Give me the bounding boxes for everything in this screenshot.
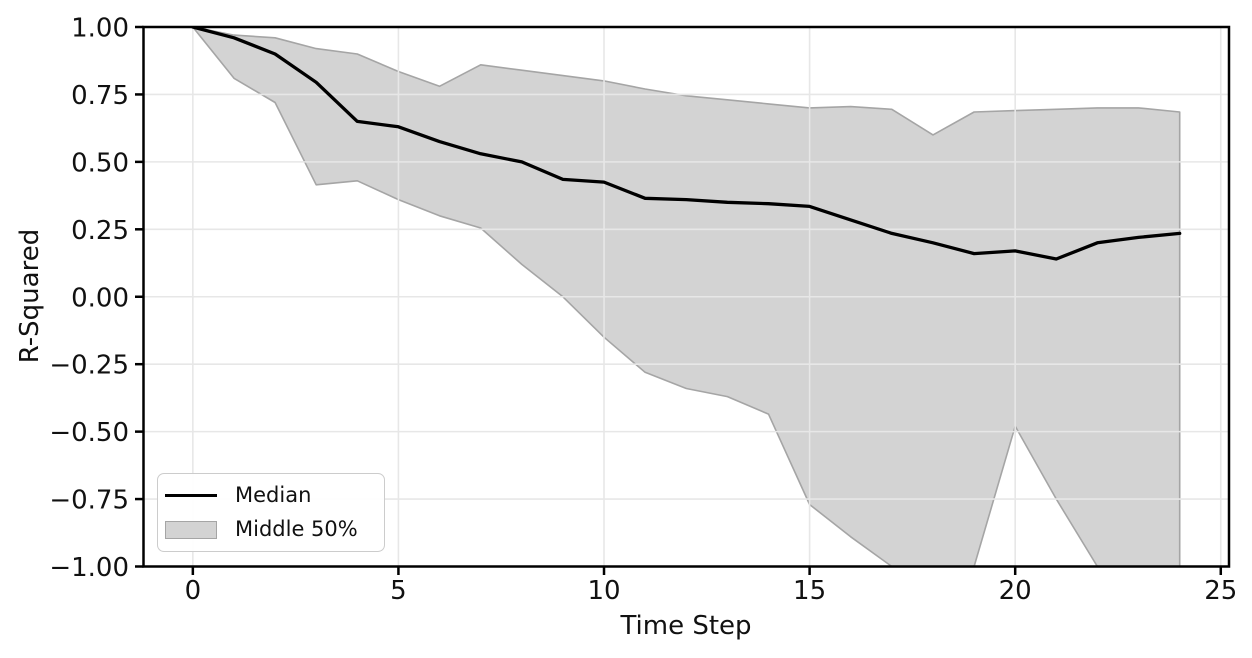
y-tick-label: 0.75 (71, 81, 129, 111)
x-tick-label: 0 (185, 576, 202, 606)
legend-label: Middle 50% (235, 517, 358, 541)
x-tick-label: 20 (999, 576, 1032, 606)
y-tick-label: 0.25 (71, 216, 129, 246)
median-line (191, 27, 1182, 261)
y-tick-label: −0.50 (49, 418, 129, 448)
x-tick-label: 10 (587, 576, 620, 606)
y-tick-label: −0.75 (49, 486, 129, 516)
legend-label: Median (235, 483, 312, 507)
x-axis-label: Time Step (620, 611, 752, 641)
x-tick-label: 15 (793, 576, 826, 606)
axis-ticks (135, 25, 1223, 575)
y-tick-label: −1.00 (49, 553, 129, 583)
x-tick-label: 25 (1204, 576, 1237, 606)
legend-item-middle-50: Middle 50% (165, 519, 374, 540)
y-tick-label: 0.50 (71, 148, 129, 178)
y-tick-label: −0.25 (49, 351, 129, 381)
x-tick-label: 5 (390, 576, 407, 606)
legend: Median Middle 50% (157, 473, 385, 552)
tick-labels: 0 5 10 15 20 25 1.00 0.75 0.50 0.25 0.00 −0.25 −0.50… (49, 14, 1237, 607)
y-axis-label: R-Squared (15, 228, 45, 364)
median-series-line (191, 27, 1182, 261)
legend-line-swatch (165, 493, 217, 498)
legend-item-median: Median (165, 485, 374, 506)
legend-patch-swatch (165, 520, 217, 539)
y-tick-label: 0.00 (71, 283, 129, 313)
y-tick-label: 1.00 (71, 14, 129, 44)
